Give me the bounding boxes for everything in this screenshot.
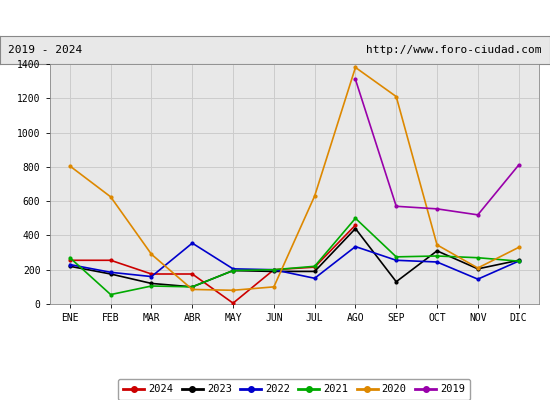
Legend: 2024, 2023, 2022, 2021, 2020, 2019: 2024, 2023, 2022, 2021, 2020, 2019 bbox=[118, 379, 470, 400]
Text: Evolucion Nº Turistas Nacionales en el municipio de Aldeaquemada: Evolucion Nº Turistas Nacionales en el m… bbox=[19, 12, 531, 24]
Text: http://www.foro-ciudad.com: http://www.foro-ciudad.com bbox=[366, 45, 542, 55]
Text: 2019 - 2024: 2019 - 2024 bbox=[8, 45, 82, 55]
